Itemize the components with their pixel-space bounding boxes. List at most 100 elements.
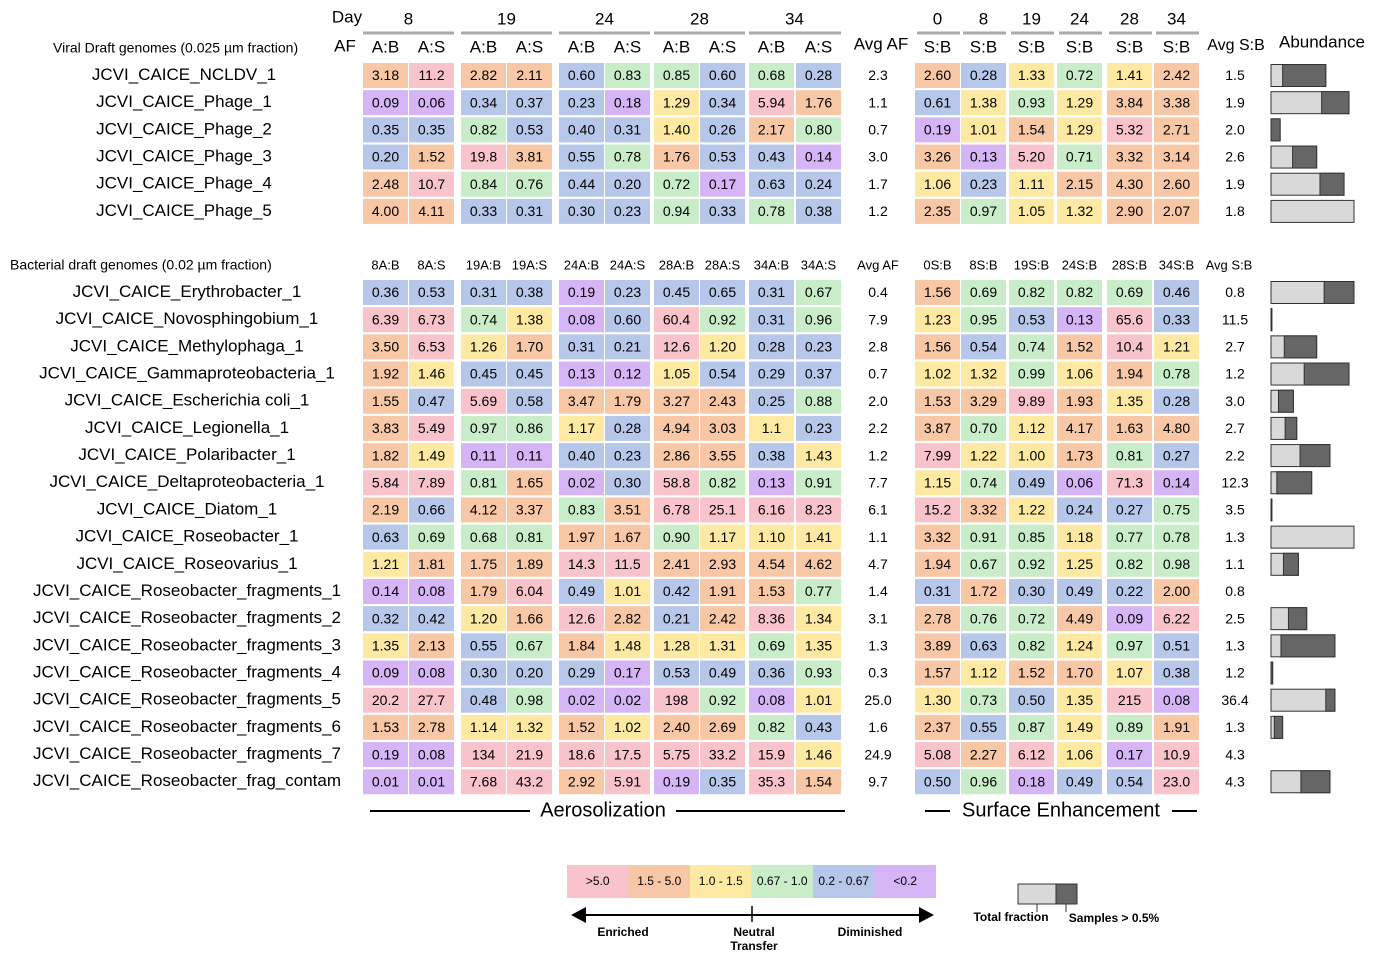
cell-value: 0.20 [614,176,641,192]
heat-cell [507,415,552,441]
legend-swatch [874,865,936,898]
column-label: 8S:B [969,257,997,272]
heat-cell [1107,660,1152,686]
heat-cell [605,769,650,795]
heat-cell [461,769,506,795]
cell-value: 1.66 [516,610,543,626]
cell-value: 0.49 [1018,474,1045,490]
avg-af: 1.4 [868,583,888,599]
cell-value: 0.93 [1018,94,1045,110]
avg-af: 1.7 [868,176,888,192]
day-number: 24 [1070,9,1089,28]
cell-value: 0.85 [1018,529,1045,545]
heat-cell [1154,443,1199,469]
cell-value: 0.96 [970,773,997,789]
legend-swatch [751,865,813,898]
heat-cell [461,307,506,333]
cell-value: 3.03 [709,420,736,436]
cell-value: 0.99 [1018,366,1045,382]
heat-cell [1154,361,1199,387]
cell-value: 65.6 [1116,311,1143,327]
heat-cell [796,551,841,577]
cell-value: 0.67 [516,638,543,654]
heat-cell [1009,687,1054,713]
cell-value: 1.53 [924,393,951,409]
cell-value: 0.17 [614,665,641,681]
avg-af: 2.0 [868,393,888,409]
cell-value: 2.42 [709,610,736,626]
cell-value: 0.43 [805,719,832,735]
cell-value: 0.46 [1163,284,1190,300]
avg-sb: 11.5 [1222,311,1248,327]
cell-value: 2.11 [516,67,542,83]
avg-sb: 3.0 [1225,393,1245,409]
row-label: JCVI_CAICE_Roseobacter_fragments_5 [33,690,341,709]
heat-cell [700,334,745,360]
legend-label: 0.2 - 0.67 [818,874,869,888]
cell-value: 6.22 [1163,610,1190,626]
heat-cell [507,334,552,360]
heat-cell [961,415,1006,441]
heat-cell [961,742,1006,768]
avg-sb: 0.8 [1225,284,1245,300]
cell-value: 0.54 [1116,773,1143,789]
avg-af: 4.7 [868,556,888,572]
neutral-label: Transfer [730,939,778,953]
cell-value: 7.68 [470,773,497,789]
heat-cell [961,307,1006,333]
heat-cell [1154,524,1199,550]
heat-cell [1057,361,1102,387]
cell-value: 0.36 [372,284,399,300]
heat-cell [915,633,960,659]
heat-cell [605,280,650,305]
cell-value: 1.28 [663,638,690,654]
heat-cell [700,687,745,713]
heat-cell [1154,90,1199,116]
enriched-label: Enriched [597,925,648,939]
cell-value: 2.71 [1163,122,1190,138]
cell-value: 0.88 [805,393,832,409]
column-label: 28A:B [659,257,694,272]
cell-value: 0.31 [758,284,785,300]
heat-cell [796,144,841,170]
cell-value: 0.91 [805,474,832,490]
heat-cell [961,443,1006,469]
cell-value: 0.20 [516,665,543,681]
column-label: 19A:S [512,257,548,272]
heat-cell [1107,307,1152,333]
cell-value: 1.40 [663,122,690,138]
heat-cell [796,578,841,604]
heat-cell [1009,63,1054,88]
cell-value: 0.21 [663,610,690,626]
heat-cell [1154,117,1199,143]
heat-cell [409,606,454,632]
cell-value: 0.23 [614,447,641,463]
heat-cell [605,524,650,550]
cell-value: 0.28 [1163,393,1190,409]
heat-cell [915,687,960,713]
cell-value: 1.89 [516,556,543,572]
heat-cell [1154,144,1199,170]
cell-value: 5.91 [614,773,641,789]
cell-value: 0.25 [758,393,785,409]
avg-sb: 2.7 [1225,420,1245,436]
cell-value: 0.17 [709,176,736,192]
heat-cell [700,280,745,305]
cell-value: 1.25 [1066,556,1093,572]
heat-cell [409,361,454,387]
heat-cell [461,90,506,116]
af-label: AF [334,36,356,55]
cell-value: 215 [1118,692,1142,708]
heat-cell [961,633,1006,659]
cell-value: 0.18 [1018,773,1045,789]
heat-cell [363,633,408,659]
avg-sb-header: Avg S:B [1206,257,1253,272]
cell-value: 0.33 [709,203,736,219]
cell-value: 0.31 [758,311,785,327]
cell-value: 0.89 [1116,719,1143,735]
cell-value: 1.56 [924,339,951,355]
cell-value: 27.7 [418,692,445,708]
abundance-samples [1292,145,1318,169]
abundance-samples [1282,64,1327,87]
cell-value: 0.74 [970,474,997,490]
